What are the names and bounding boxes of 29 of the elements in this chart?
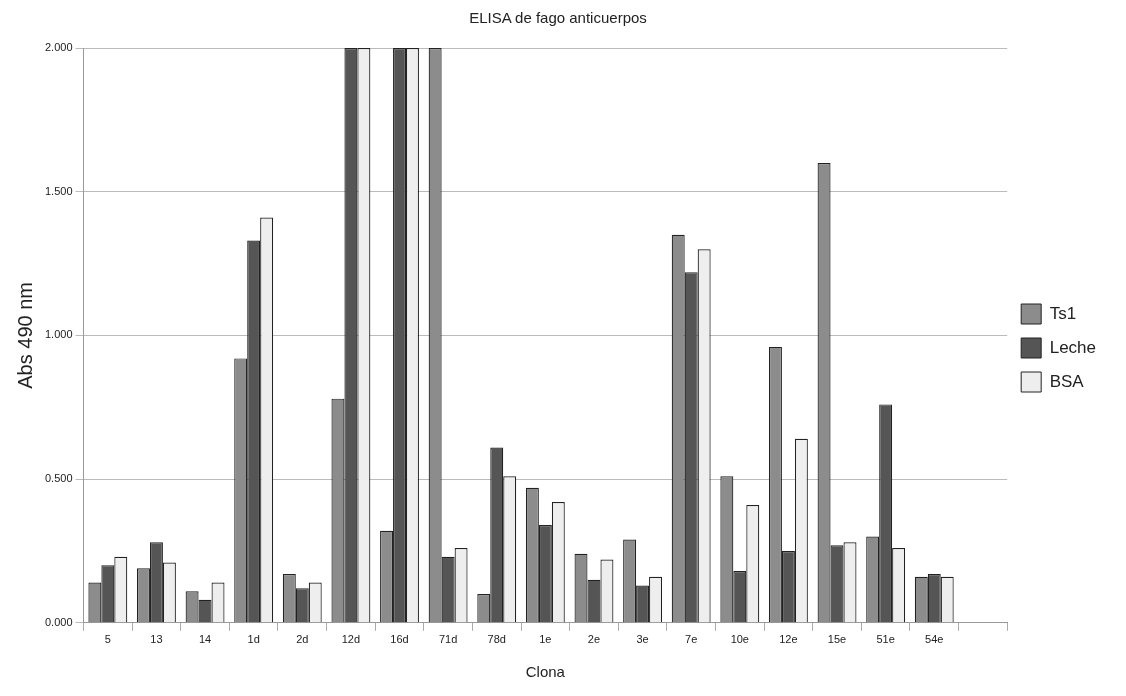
y-axis-title: Abs 490 nm	[13, 282, 36, 389]
y-tick-label: 0.500	[45, 472, 73, 485]
x-tick-label: 71d	[438, 633, 458, 646]
legend-label: Leche	[1049, 337, 1097, 357]
x-tick-label: 54e	[925, 633, 944, 646]
x-tick-label: 78d	[487, 633, 506, 646]
legend-label: Ts1	[1049, 303, 1077, 323]
chart-title: ELISA de fago anticuerpos	[469, 9, 647, 27]
x-tick-label: 12d	[341, 633, 361, 646]
x-tick-label: 10e	[730, 633, 749, 646]
x-tick-label: 51e	[876, 633, 895, 646]
x-tick-label: 3e	[636, 633, 649, 646]
y-tick-label: 0.000	[45, 615, 73, 628]
x-tick-label: 5	[104, 633, 111, 646]
x-tick-label: 12e	[779, 633, 798, 646]
y-tick-label: 1.000	[45, 328, 73, 341]
x-tick-label: 2d	[296, 633, 309, 646]
x-tick-label: 16d	[390, 633, 409, 646]
x-tick-label: 1e	[539, 633, 552, 646]
x-axis-title: Clona	[525, 663, 566, 681]
x-tick-label: 15e	[827, 633, 847, 646]
x-tick-label: 2e	[587, 633, 601, 646]
legend-label: BSA	[1049, 371, 1085, 391]
x-tick-label: 7e	[685, 633, 698, 646]
y-tick-label: 2.000	[45, 41, 73, 54]
x-tick-label: 14	[198, 633, 212, 646]
x-tick-label: 1d	[247, 633, 260, 646]
x-tick-label: 13	[150, 633, 163, 646]
y-tick-label: 1.500	[45, 184, 73, 197]
